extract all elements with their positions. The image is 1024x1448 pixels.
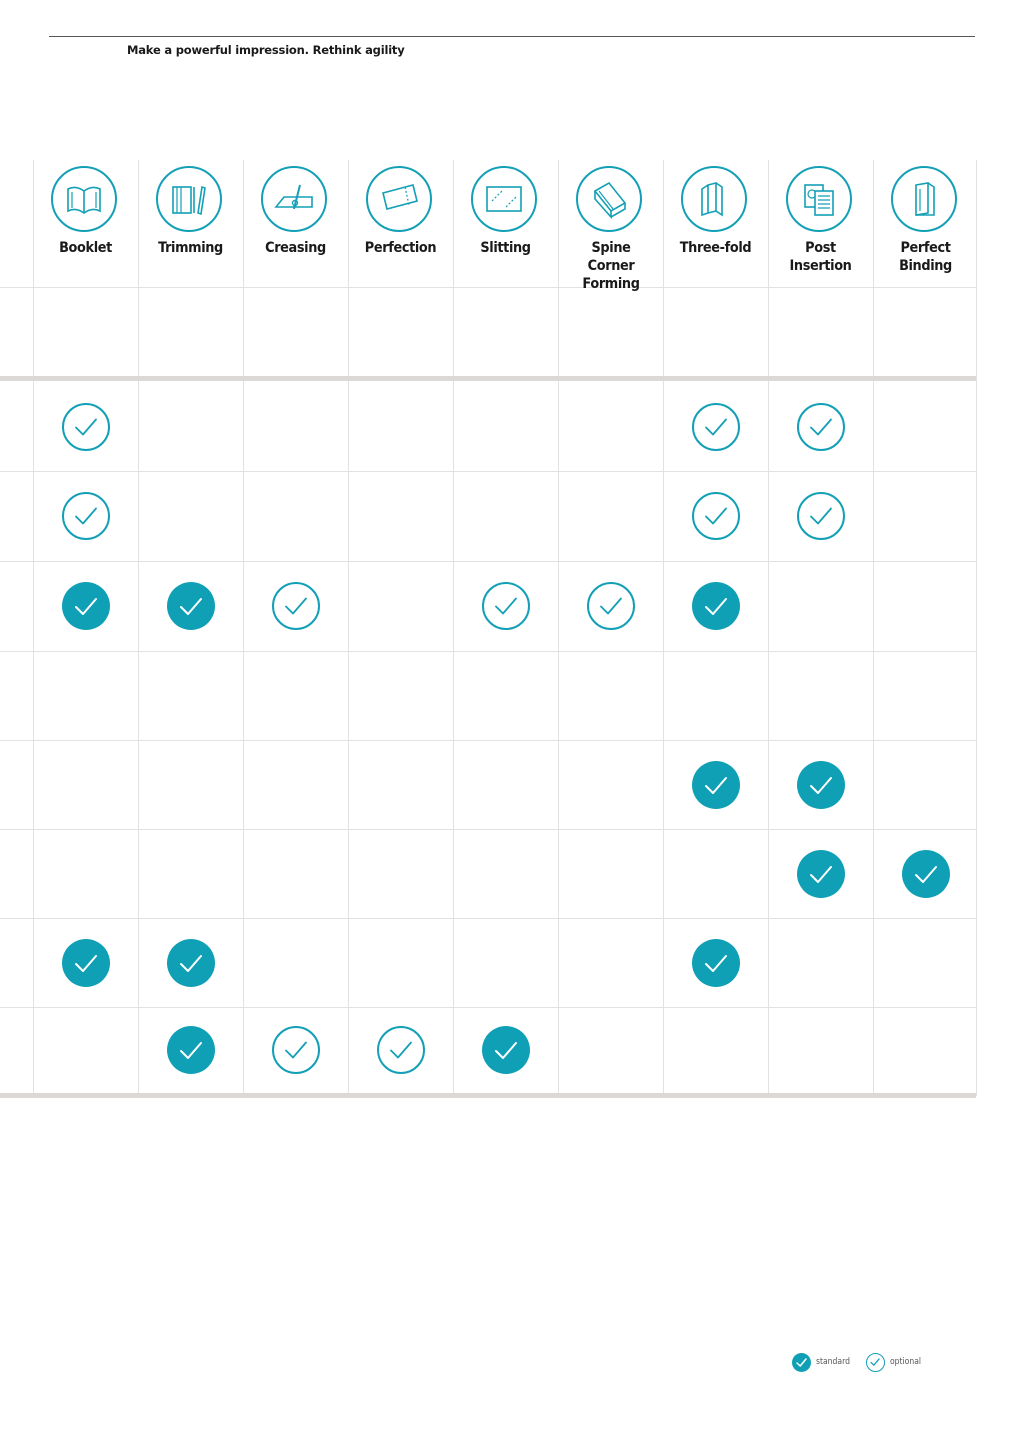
optional-check-icon bbox=[865, 1352, 885, 1372]
grid-row-line bbox=[0, 287, 976, 288]
optional-check-icon bbox=[692, 492, 740, 540]
column-label: Booklet bbox=[59, 240, 112, 256]
perfection-icon bbox=[366, 166, 432, 232]
standard-check-icon bbox=[62, 938, 110, 987]
standard-check-icon bbox=[167, 1026, 215, 1074]
optional-check-icon bbox=[797, 402, 845, 451]
grid-column-line bbox=[873, 160, 874, 1096]
standard-check-icon bbox=[167, 938, 215, 987]
optional-check-icon bbox=[62, 492, 110, 540]
grid-row-line bbox=[0, 918, 976, 919]
grid-column-line bbox=[768, 160, 769, 1096]
optional-check-icon bbox=[272, 582, 320, 630]
optional-check-icon bbox=[482, 582, 530, 630]
standard-check-icon bbox=[482, 1026, 530, 1074]
legend: standard optional bbox=[792, 1352, 936, 1372]
standard-check-icon bbox=[797, 849, 845, 898]
grid-column-line bbox=[453, 160, 454, 1096]
spine-corner-forming-icon bbox=[576, 166, 642, 232]
three-fold-icon bbox=[681, 166, 747, 232]
grid-column-line bbox=[138, 160, 139, 1096]
column-label: Slitting bbox=[480, 240, 531, 256]
top-rule bbox=[49, 36, 975, 37]
grid-row-line bbox=[0, 471, 976, 472]
grid-column-line bbox=[558, 160, 559, 1096]
section-divider bbox=[0, 1093, 976, 1098]
standard-check-icon bbox=[167, 582, 215, 630]
grid-row-line bbox=[0, 740, 976, 741]
optional-check-icon bbox=[587, 582, 635, 630]
optional-check-icon bbox=[62, 402, 110, 451]
trimming-icon bbox=[156, 166, 222, 232]
booklet-icon bbox=[51, 166, 117, 232]
slitting-icon bbox=[471, 166, 537, 232]
section-divider bbox=[0, 376, 976, 381]
standard-check-icon bbox=[692, 582, 740, 630]
optional-check-icon bbox=[377, 1026, 425, 1074]
grid-row-line bbox=[0, 829, 976, 830]
grid-column-line bbox=[663, 160, 664, 1096]
standard-check-icon bbox=[902, 849, 950, 898]
post-insertion-icon bbox=[786, 166, 852, 232]
optional-check-icon bbox=[692, 402, 740, 451]
standard-check-icon bbox=[797, 760, 845, 809]
column-label: Trimming bbox=[158, 240, 223, 256]
column-label: Creasing bbox=[265, 240, 326, 256]
optional-check-icon bbox=[797, 492, 845, 540]
grid-row-line bbox=[0, 561, 976, 562]
grid-row-line bbox=[0, 1007, 976, 1008]
page-tagline: Make a powerful impression. Rethink agil… bbox=[127, 43, 405, 57]
grid-row-line bbox=[0, 651, 976, 652]
column-label: Three-fold bbox=[679, 240, 752, 256]
optional-check-icon bbox=[272, 1026, 320, 1074]
standard-check-icon bbox=[62, 582, 110, 630]
grid-column-line bbox=[33, 160, 34, 1096]
standard-check-icon bbox=[692, 938, 740, 987]
legend-standard-label: standard bbox=[816, 1357, 850, 1367]
legend-optional-label: optional bbox=[889, 1357, 921, 1367]
grid-column-line bbox=[976, 160, 977, 1096]
creasing-icon bbox=[261, 166, 327, 232]
grid-column-line bbox=[243, 160, 244, 1096]
perfect-binding-icon bbox=[891, 166, 957, 232]
column-label: Perfect Binding bbox=[899, 240, 952, 274]
standard-check-icon bbox=[792, 1352, 811, 1372]
column-label: Perfection bbox=[364, 240, 437, 256]
column-label: Post Insertion bbox=[789, 240, 852, 274]
grid-column-line bbox=[348, 160, 349, 1096]
standard-check-icon bbox=[692, 760, 740, 809]
column-label: Spine Corner Forming bbox=[582, 240, 640, 292]
